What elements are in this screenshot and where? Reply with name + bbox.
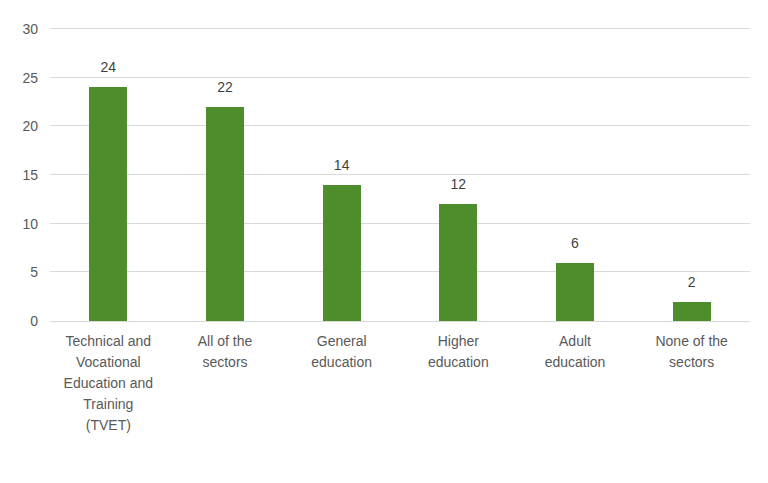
- x-tick-label-5: None of the sectors: [633, 331, 750, 373]
- y-tick-label-10: 10: [0, 214, 38, 234]
- bar-4: [556, 263, 594, 321]
- value-label-0: 24: [50, 58, 167, 76]
- y-tick-label-30: 30: [0, 19, 38, 39]
- bar-0: [89, 87, 127, 321]
- gridline-10: [50, 223, 750, 224]
- bar-3: [439, 204, 477, 321]
- x-tick-label-4: Adult education: [517, 331, 634, 373]
- bar-5: [673, 302, 711, 321]
- bar-chart: 2422 1412 6 2 0 5 10 15 20 25 30 Technical and Vo…: [0, 0, 768, 483]
- value-label-4: 6: [517, 234, 634, 252]
- x-tick-label-2: General education: [283, 331, 400, 373]
- value-label-1: 22: [167, 78, 284, 96]
- value-label-2: 14: [283, 156, 400, 174]
- y-axis: 051015202530: [0, 29, 38, 321]
- y-tick-label-15: 15: [0, 165, 38, 185]
- value-label-3: 12: [400, 175, 517, 193]
- y-tick-label-5: 5: [0, 262, 38, 282]
- bar-1: [206, 107, 244, 321]
- y-tick-label-20: 20: [0, 116, 38, 136]
- gridline-30: [50, 28, 750, 29]
- y-tick-label-0: 0: [0, 311, 38, 331]
- value-label-5: 2: [633, 273, 750, 291]
- x-tick-label-0: Technical and Vocational Education and T…: [50, 331, 167, 436]
- y-tick-label-25: 25: [0, 68, 38, 88]
- x-axis: Technical and Vocational Education and T…: [50, 331, 750, 451]
- x-tick-label-1: All of the sectors: [167, 331, 284, 373]
- plot-area: 2422 1412 6 2: [50, 29, 750, 322]
- gridline-25: [50, 77, 750, 78]
- gridline-20: [50, 125, 750, 126]
- x-tick-label-3: Higher education: [400, 331, 517, 373]
- bar-2: [323, 185, 361, 321]
